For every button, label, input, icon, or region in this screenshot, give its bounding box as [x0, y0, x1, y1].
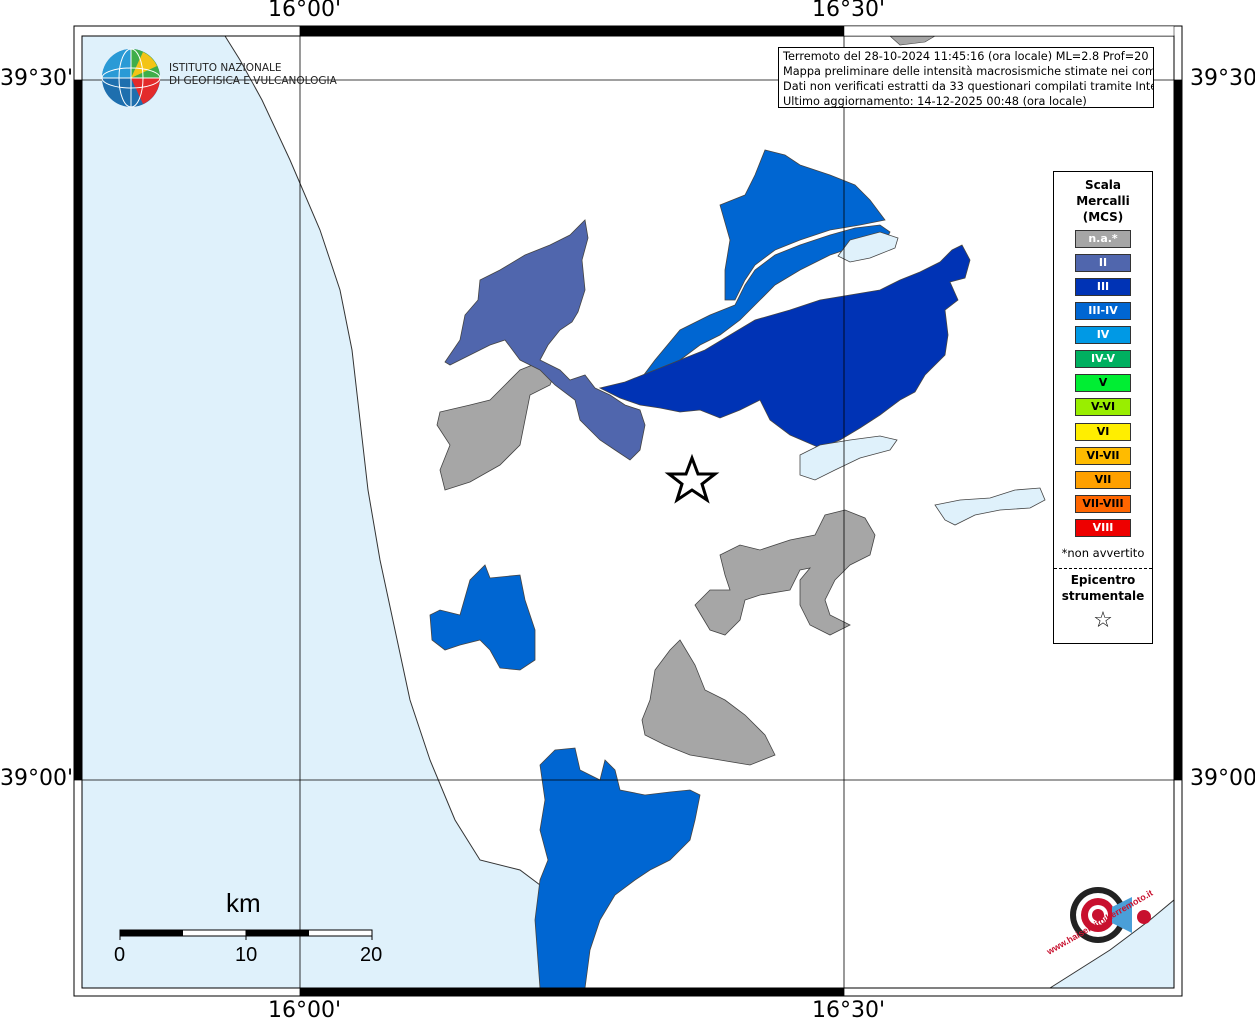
region-II	[444, 219, 646, 461]
scale-tick-20: 20	[360, 944, 383, 966]
info-line4: Ultimo aggiornamento: 14-12-2025 00:48 (…	[783, 95, 1087, 108]
region-na-3	[641, 639, 776, 766]
legend-separator	[1054, 568, 1152, 569]
legend-item-V: V	[1075, 374, 1131, 392]
legend-title-2: Mercalli	[1076, 194, 1130, 208]
ingv-logo-icon	[101, 48, 161, 108]
legend-title-3: (MCS)	[1082, 210, 1124, 224]
axis-label-left-39-30: 39°30'	[0, 66, 74, 91]
ingv-line2: DI GEOFISICA E VULCANOLOGIA	[169, 75, 337, 87]
region-III	[598, 244, 971, 449]
scale-tick-0: 0	[114, 944, 126, 966]
lake-3	[934, 487, 1046, 526]
legend-item-III-IV: III-IV	[1075, 302, 1131, 320]
ingv-logo-text: ISTITUTO NAZIONALE DI GEOFISICA E VULCAN…	[169, 62, 337, 88]
axis-label-bottom-16-00: 16°00'	[268, 998, 342, 1023]
scale-tick-10: 10	[235, 944, 258, 966]
scale-unit: km	[226, 888, 261, 918]
info-line1: Terremoto del 28-10-2024 11:45:16 (ora l…	[783, 50, 1154, 63]
info-line3: Dati non verificati estratti da 33 quest…	[783, 80, 1154, 93]
legend-item-VII-VIII: VII-VIII	[1075, 495, 1131, 513]
info-line2: Mappa preliminare delle intensità macros…	[783, 65, 1154, 78]
region-na-1	[436, 361, 556, 491]
axis-label-right-39-30: 39°30'	[1190, 66, 1255, 91]
axis-label-bottom-16-30: 16°30'	[812, 998, 886, 1023]
epicentre-star	[664, 453, 720, 504]
axis-label-left-39-00: 39°00'	[0, 766, 74, 791]
legend-item-II: II	[1075, 254, 1131, 272]
region-III-IV-north	[639, 149, 891, 381]
scale-bar	[119, 929, 373, 940]
legend-item-V-VI: V-VI	[1075, 398, 1131, 416]
legend-item-III: III	[1075, 278, 1131, 296]
legend-item-VI-VII: VI-VII	[1075, 447, 1131, 465]
mcs-legend: Scala Mercalli (MCS) n.a.* II III III-IV…	[1053, 171, 1153, 644]
legend-item-VII: VII	[1075, 471, 1131, 489]
legend-item-VIII: VIII	[1075, 519, 1131, 537]
legend-note: *non avvertito	[1061, 546, 1145, 560]
haisentito-logo-icon	[1064, 881, 1151, 949]
lake-2	[799, 435, 898, 481]
legend-item-IV-V: IV-V	[1075, 350, 1131, 368]
legend-title: Scala Mercalli (MCS)	[1054, 177, 1152, 225]
region-III-IV-west	[429, 564, 536, 671]
legend-title-1: Scala	[1084, 178, 1122, 192]
ingv-line1: ISTITUTO NAZIONALE	[169, 62, 282, 74]
axis-label-right-39-00: 39°00'	[1190, 766, 1255, 791]
region-III-IV-south	[534, 747, 701, 989]
legend-epicentre-2: strumentale	[1061, 589, 1145, 603]
sea-area	[81, 35, 541, 989]
map-frame	[73, 25, 1183, 997]
axis-label-top-16-00: 16°00'	[268, 0, 342, 22]
legend-item-IV: IV	[1075, 326, 1131, 344]
lake-1	[837, 231, 899, 263]
legend-star-icon: ☆	[1093, 608, 1113, 633]
event-info-box: Terremoto del 28-10-2024 11:45:16 (ora l…	[778, 47, 1154, 108]
legend-item-na: n.a.*	[1075, 230, 1131, 248]
legend-item-VI: VI	[1075, 423, 1131, 441]
region-na-2	[694, 509, 876, 636]
legend-epicentre-1: Epicentro	[1070, 573, 1136, 587]
axis-label-top-16-30: 16°30'	[812, 0, 886, 22]
